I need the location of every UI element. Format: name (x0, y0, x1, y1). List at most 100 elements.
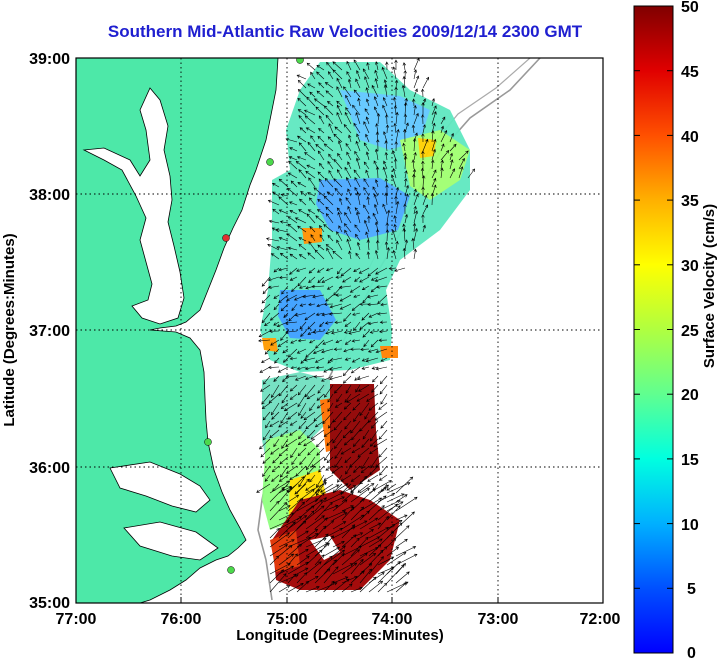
velocity-arrow (347, 205, 352, 215)
velocity-arrow (393, 96, 397, 107)
velocity-arrow (315, 438, 325, 448)
velocity-arrow (344, 166, 352, 179)
velocity-arrow (332, 411, 343, 423)
velocity-arrow (369, 429, 379, 442)
velocity-arrow (358, 267, 370, 274)
velocity-arrow (305, 348, 316, 358)
velocity-arrow (333, 133, 343, 143)
velocity-arrow (296, 348, 307, 354)
velocity-arrow (296, 510, 315, 530)
velocity-patch (262, 338, 278, 352)
x-axis-label: Longitude (Degrees:Minutes) (236, 627, 444, 644)
velocity-arrow (379, 465, 388, 476)
velocity-arrow (361, 312, 370, 321)
velocity-arrow (337, 211, 343, 224)
velocity-arrow (272, 208, 280, 215)
velocity-arrow (260, 384, 271, 392)
velocity-arrow (296, 548, 309, 557)
velocity-arrow (262, 285, 271, 295)
velocity-arrow (268, 393, 280, 404)
velocity-arrow (314, 542, 330, 557)
velocity-arrow (269, 532, 290, 548)
velocity-arrow (365, 169, 370, 179)
velocity-arrow (337, 169, 343, 179)
velocity-arrow (278, 486, 292, 494)
velocity-arrow (304, 366, 316, 371)
velocity-arrow (312, 294, 325, 299)
velocity-arrow (359, 517, 379, 530)
velocity-arrow (332, 250, 343, 260)
velocity-arrow (431, 130, 435, 143)
velocity-arrow (402, 227, 406, 242)
velocity-arrow (431, 105, 437, 116)
velocity-arrow (271, 182, 280, 188)
velocity-arrow (289, 276, 298, 281)
velocity-arrow (316, 65, 325, 71)
velocity-arrow (352, 438, 361, 448)
map-title: Southern Mid-Atlantic Raw Velocities 200… (107, 22, 583, 41)
velocity-arrow (332, 521, 347, 530)
velocity-arrow (348, 330, 361, 335)
velocity-arrow (379, 329, 388, 334)
velocity-arrow (336, 267, 343, 275)
velocity-arrow (269, 312, 280, 321)
velocity-arrow (308, 276, 316, 283)
velocity-arrow (350, 420, 361, 434)
velocity-arrow (306, 164, 316, 170)
velocity-arrow (275, 228, 289, 233)
velocity-arrow (318, 178, 325, 188)
velocity-arrow (331, 330, 343, 335)
velocity-arrow (346, 238, 352, 251)
velocity-arrow (390, 174, 397, 188)
velocity-arrow (288, 160, 298, 170)
velocity-arrow (382, 104, 388, 116)
velocity-arrow (289, 474, 298, 480)
velocity-arrow (339, 294, 352, 302)
velocity-field (260, 62, 470, 590)
velocity-arrow (282, 348, 289, 354)
velocity-arrow (287, 553, 298, 566)
velocity-arrow (332, 512, 348, 521)
velocity-arrow (449, 143, 457, 152)
velocity-arrow (262, 465, 271, 477)
plot-frame (75, 57, 604, 604)
velocity-arrow (341, 514, 365, 530)
velocity-arrow (268, 219, 280, 224)
velocity-arrow (297, 79, 307, 89)
velocity-arrow (356, 70, 361, 80)
colorbar-tick: 15 (681, 452, 699, 469)
velocity-arrow (283, 312, 289, 318)
velocity-arrow (267, 199, 280, 206)
velocity-arrow (337, 152, 343, 161)
velocity-arrow (269, 501, 287, 521)
velocity-arrow (269, 519, 290, 530)
velocity-arrow (278, 236, 289, 242)
velocity-arrow (341, 549, 360, 566)
velocity-arrow (413, 193, 419, 206)
velocity-arrow (373, 96, 379, 107)
velocity-arrow (326, 285, 334, 290)
velocity-arrow (323, 195, 334, 206)
velocity-arrow (315, 215, 325, 224)
velocity-arrow (286, 465, 298, 474)
station-marker (227, 566, 235, 574)
velocity-arrow (384, 151, 389, 161)
velocity-arrow (361, 285, 370, 291)
velocity-arrow (357, 447, 370, 458)
velocity-arrow (395, 582, 407, 593)
velocity-arrow (273, 294, 280, 299)
velocity-arrow (291, 456, 298, 466)
velocity-arrow (323, 492, 344, 503)
velocity-arrow (375, 267, 388, 275)
colorbar-tick: 50 (681, 0, 699, 16)
bay (82, 87, 185, 325)
velocity-arrow (336, 100, 343, 107)
colorbar-tick: 45 (681, 64, 699, 81)
velocity-arrow (404, 177, 408, 188)
velocity-arrow (386, 505, 401, 521)
velocity-arrow (380, 357, 388, 362)
velocity-arrow (336, 393, 343, 403)
velocity-arrow (262, 429, 271, 441)
velocity-arrow (378, 402, 388, 410)
velocity-arrow (329, 357, 343, 362)
